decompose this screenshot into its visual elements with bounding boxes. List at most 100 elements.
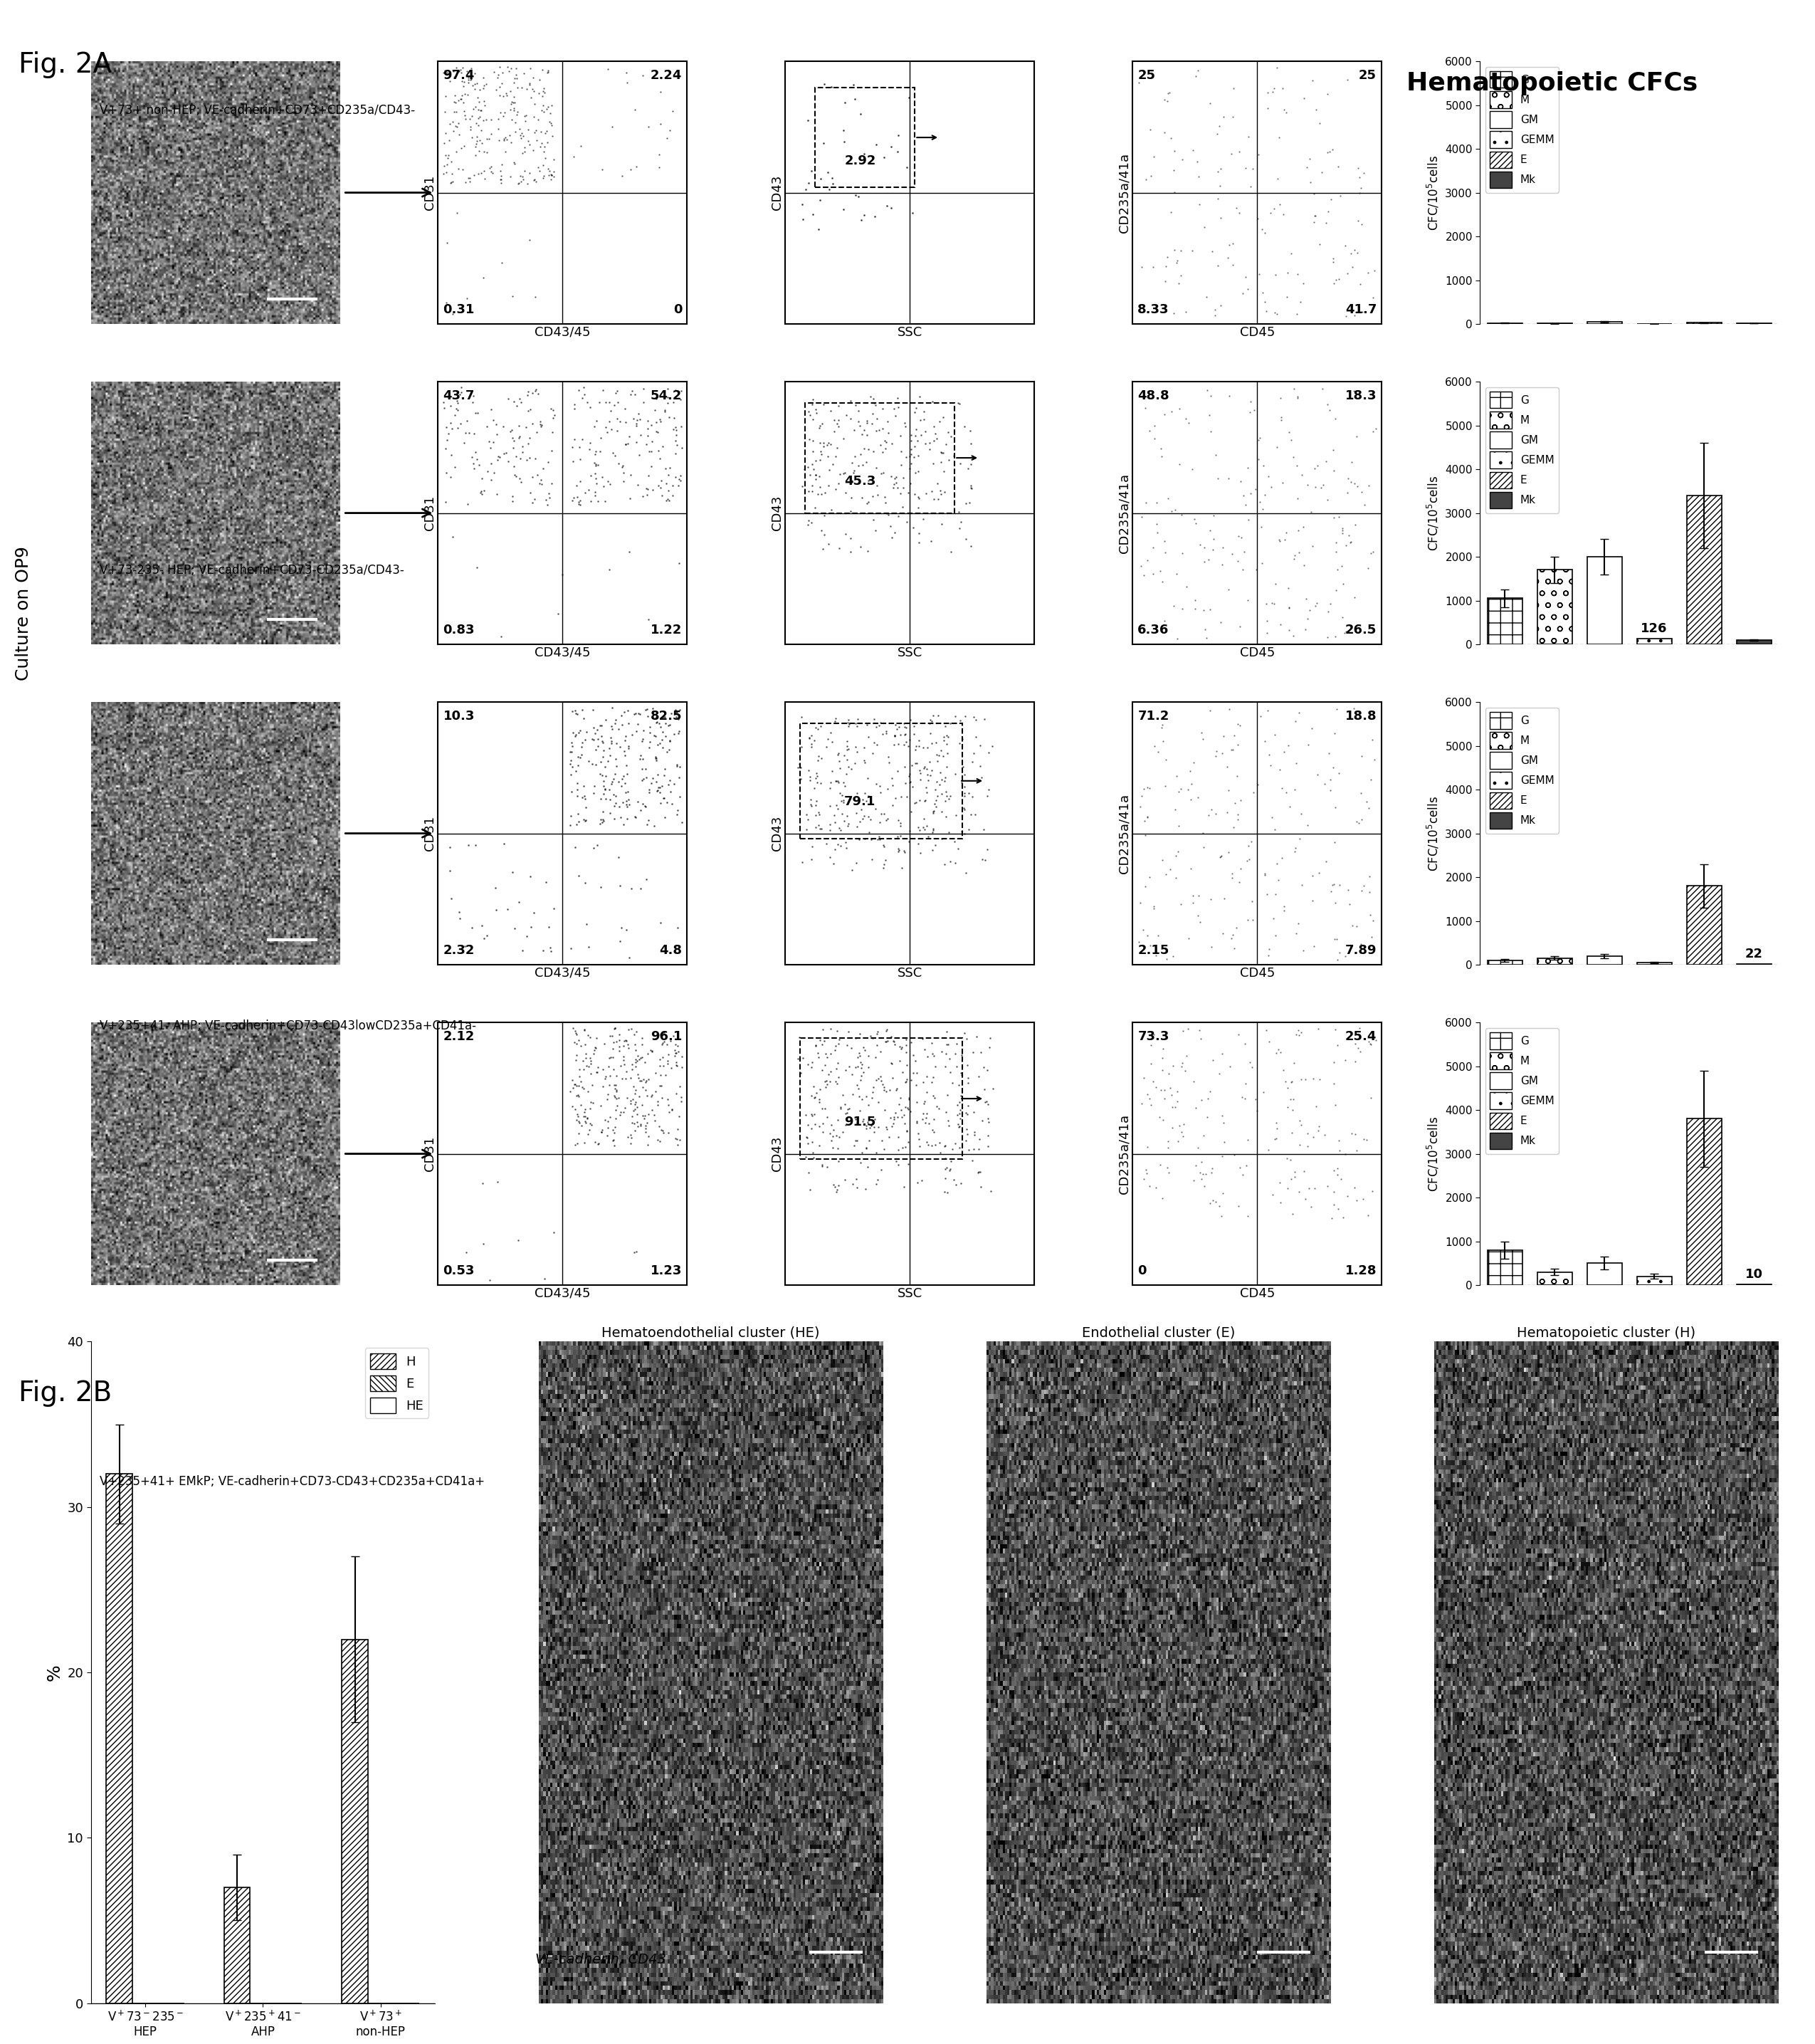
Text: 18.8: 18.8 — [1345, 709, 1376, 724]
Bar — [1737, 640, 1771, 644]
Text: 2.92: 2.92 — [844, 155, 877, 168]
Bar — [1537, 570, 1572, 644]
Text: 0: 0 — [673, 303, 682, 317]
X-axis label: SSC: SSC — [897, 1288, 922, 1300]
Bar — [1488, 599, 1523, 644]
Y-axis label: CFC/10$^5$cells: CFC/10$^5$cells — [1427, 1116, 1441, 1192]
Text: 25.4: 25.4 — [1345, 1030, 1376, 1042]
X-axis label: CD43/45: CD43/45 — [535, 325, 590, 339]
Text: 18.3: 18.3 — [1345, 390, 1376, 403]
Text: 8.33: 8.33 — [1138, 303, 1169, 317]
Bar — [1637, 640, 1672, 644]
Title: Hematoendothelial cluster (HE): Hematoendothelial cluster (HE) — [603, 1327, 820, 1339]
Text: 0.53: 0.53 — [443, 1265, 474, 1278]
Bar — [1686, 1118, 1721, 1286]
Text: 2.15: 2.15 — [1138, 944, 1169, 957]
Y-axis label: CD43: CD43 — [771, 816, 784, 850]
Bar — [1488, 961, 1523, 965]
Text: 96.1: 96.1 — [650, 1030, 682, 1042]
Bar — [1586, 321, 1623, 323]
Text: 126: 126 — [1641, 623, 1668, 636]
Text: 7.89: 7.89 — [1345, 944, 1376, 957]
Text: 10.3: 10.3 — [443, 709, 474, 724]
X-axis label: CD45: CD45 — [1240, 967, 1274, 979]
Text: 22: 22 — [1744, 948, 1762, 961]
Y-axis label: CD235a/41a: CD235a/41a — [1118, 1114, 1131, 1194]
Y-axis label: CFC/10$^5$cells: CFC/10$^5$cells — [1427, 476, 1441, 550]
Text: 2.12: 2.12 — [443, 1030, 474, 1042]
Bar — [107, 1474, 132, 2003]
Bar — [1586, 1263, 1623, 1286]
Y-axis label: CD235a/41a: CD235a/41a — [1118, 153, 1131, 233]
Text: Fig. 2A: Fig. 2A — [18, 51, 111, 78]
X-axis label: SSC: SSC — [897, 967, 922, 979]
Text: Culture on OP9: Culture on OP9 — [15, 546, 33, 681]
Text: 2.32: 2.32 — [443, 944, 474, 957]
Text: Fig. 2B: Fig. 2B — [18, 1380, 111, 1406]
Text: V+73-235- HEP; VE-cadherin+CD73-CD235a/CD43-: V+73-235- HEP; VE-cadherin+CD73-CD235a/C… — [100, 564, 405, 576]
X-axis label: CD45: CD45 — [1240, 646, 1274, 658]
X-axis label: CD43/45: CD43/45 — [535, 967, 590, 979]
Text: 25: 25 — [1359, 69, 1376, 82]
Text: 0: 0 — [1138, 1265, 1147, 1278]
Y-axis label: CD31: CD31 — [423, 176, 436, 211]
Bar — [1586, 556, 1623, 644]
Text: 1.23: 1.23 — [650, 1265, 682, 1278]
Y-axis label: CD31: CD31 — [423, 816, 436, 850]
Y-axis label: CD235a/41a: CD235a/41a — [1118, 793, 1131, 873]
Text: V+73+ non-HEP; VE-cadherin+CD73+CD235a/CD43-: V+73+ non-HEP; VE-cadherin+CD73+CD235a/C… — [100, 104, 416, 117]
Y-axis label: CD235a/41a: CD235a/41a — [1118, 472, 1131, 554]
Text: VE-cadherin, CD43: VE-cadherin, CD43 — [535, 1952, 666, 1966]
Y-axis label: CD31: CD31 — [423, 1136, 436, 1171]
Text: 91.5: 91.5 — [844, 1116, 877, 1128]
Bar — [800, 1038, 962, 1159]
X-axis label: CD43/45: CD43/45 — [535, 1288, 590, 1300]
Bar — [1637, 963, 1672, 965]
Bar — [1488, 1251, 1523, 1286]
Legend: G, M, GM, GEMM, E, Mk: G, M, GM, GEMM, E, Mk — [1485, 386, 1559, 513]
Y-axis label: %: % — [45, 1664, 64, 1680]
Y-axis label: CD31: CD31 — [423, 495, 436, 531]
X-axis label: CD43/45: CD43/45 — [535, 646, 590, 658]
Text: 97.4: 97.4 — [443, 69, 474, 82]
Text: 82.5: 82.5 — [650, 709, 682, 724]
Text: 54.2: 54.2 — [650, 390, 682, 403]
Legend: G, M, GM, GEMM, E, Mk: G, M, GM, GEMM, E, Mk — [1485, 67, 1559, 192]
Text: 2.24: 2.24 — [650, 69, 682, 82]
Bar — [1537, 1271, 1572, 1286]
Y-axis label: CD43: CD43 — [771, 495, 784, 531]
Bar — [1537, 959, 1572, 965]
Text: 25: 25 — [1138, 69, 1156, 82]
Y-axis label: CD43: CD43 — [771, 1136, 784, 1171]
Y-axis label: CD43: CD43 — [771, 176, 784, 211]
Legend: G, M, GM, GEMM, E, Mk: G, M, GM, GEMM, E, Mk — [1485, 707, 1559, 834]
Text: 4.8: 4.8 — [659, 944, 682, 957]
Bar — [1586, 957, 1623, 965]
Title: Hematopoietic cluster (H): Hematopoietic cluster (H) — [1517, 1327, 1695, 1339]
X-axis label: CD45: CD45 — [1240, 1288, 1274, 1300]
Text: 73.3: 73.3 — [1138, 1030, 1169, 1042]
Text: 10: 10 — [1744, 1269, 1762, 1282]
Bar — [1637, 1275, 1672, 1286]
Bar — [1686, 885, 1721, 965]
Legend: H, E, HE: H, E, HE — [365, 1349, 428, 1419]
Bar — [815, 88, 915, 188]
Text: 41.7: 41.7 — [1345, 303, 1376, 317]
Legend: G, M, GM, GEMM, E, Mk: G, M, GM, GEMM, E, Mk — [1485, 1028, 1559, 1153]
X-axis label: CD45: CD45 — [1240, 325, 1274, 339]
Text: 71.2: 71.2 — [1138, 709, 1169, 724]
Text: 0.83: 0.83 — [443, 623, 476, 636]
Bar — [341, 1639, 368, 2003]
Text: 0.31: 0.31 — [443, 303, 474, 317]
Title: Endothelial cluster (E): Endothelial cluster (E) — [1082, 1327, 1236, 1339]
Text: 6.36: 6.36 — [1138, 623, 1169, 636]
Bar — [806, 403, 955, 513]
Text: 79.1: 79.1 — [844, 795, 877, 807]
Text: V+235+41+ EMkP; VE-cadherin+CD73-CD43+CD235a+CD41a+: V+235+41+ EMkP; VE-cadherin+CD73-CD43+CD… — [100, 1476, 485, 1488]
Text: V+235+41- AHP; VE-cadherin+CD73-CD43lowCD235a+CD41a-: V+235+41- AHP; VE-cadherin+CD73-CD43lowC… — [100, 1020, 476, 1032]
Text: 26.5: 26.5 — [1345, 623, 1376, 636]
Y-axis label: CFC/10$^5$cells: CFC/10$^5$cells — [1427, 795, 1441, 871]
Text: 48.8: 48.8 — [1138, 390, 1169, 403]
Text: 1.28: 1.28 — [1345, 1265, 1376, 1278]
Text: 45.3: 45.3 — [844, 474, 877, 489]
